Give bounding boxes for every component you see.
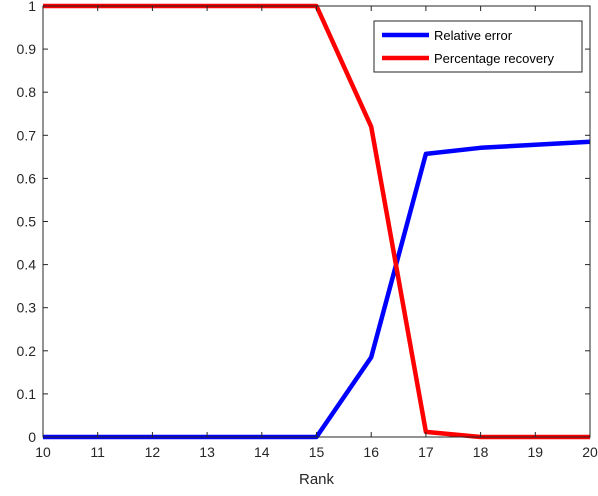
y-tick-label: 0.4 <box>17 257 37 273</box>
x-tick-label: 18 <box>473 444 489 460</box>
y-tick-label: 0 <box>28 429 36 445</box>
y-tick-label: 0.1 <box>17 386 37 402</box>
x-tick-label: 15 <box>309 444 325 460</box>
legend-label-2: Percentage recovery <box>434 51 554 66</box>
x-tick-label: 10 <box>35 444 51 460</box>
x-tick-label: 11 <box>90 444 105 460</box>
x-tick-label: 19 <box>528 444 544 460</box>
x-tick-label: 16 <box>363 444 379 460</box>
y-tick-label: 0.5 <box>17 214 37 230</box>
x-tick-label: 20 <box>582 444 598 460</box>
y-tick-label: 0.6 <box>17 170 37 186</box>
plot-background <box>43 6 590 437</box>
x-axis-label: Rank <box>299 471 335 488</box>
y-tick-label: 0.3 <box>17 300 37 316</box>
legend-box <box>373 20 583 73</box>
ticks-layer: 10 11 12 13 14 15 16 17 18 19 20 0 0.1 0.2 0.3 0.4 0.5 0.… <box>17 0 598 460</box>
x-tick-label: 17 <box>418 444 434 460</box>
x-tick-label: 14 <box>254 444 270 460</box>
y-tick-label: 0.2 <box>17 343 37 359</box>
y-tick-label: 0.8 <box>17 84 37 100</box>
legend-label-1: Relative error <box>434 28 513 43</box>
x-tick-label: 13 <box>199 444 215 460</box>
x-tick-label: 12 <box>145 444 161 460</box>
plot-area <box>43 6 590 437</box>
y-tick-label: 0.7 <box>17 127 37 143</box>
y-tick-label: 0.9 <box>17 41 37 57</box>
y-tick-label: 1 <box>28 0 36 14</box>
legend: Relative error Percentage recovery <box>373 20 583 73</box>
